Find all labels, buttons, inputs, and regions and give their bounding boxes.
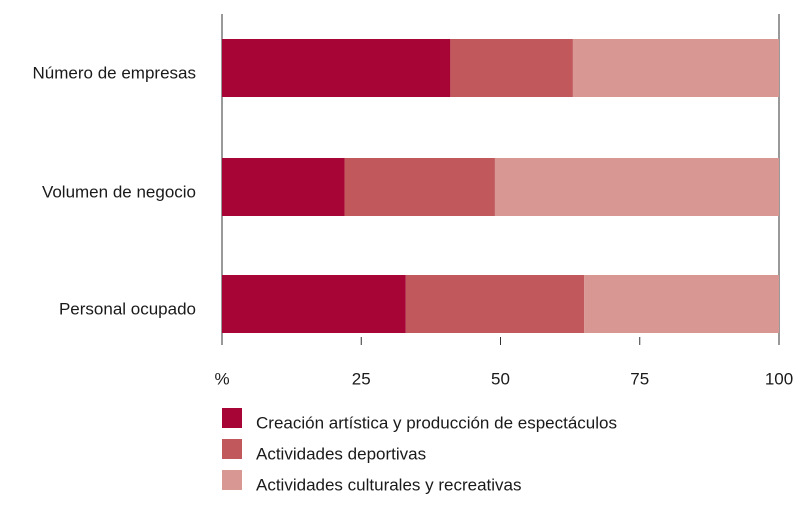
x-tick-label: 75 xyxy=(630,369,649,388)
bar-segment xyxy=(405,275,585,333)
category-label: Número de empresas xyxy=(33,63,196,82)
bar-segment xyxy=(494,158,779,216)
x-tick-label: 100 xyxy=(765,369,793,388)
bar-segment xyxy=(222,275,406,333)
bar-segment xyxy=(344,158,495,216)
category-label: Volumen de negocio xyxy=(42,182,196,201)
x-tick-label: 50 xyxy=(491,369,510,388)
bar-segment xyxy=(222,39,451,97)
category-label: Personal ocupado xyxy=(59,299,196,318)
legend-swatch xyxy=(222,470,242,490)
bar-segment xyxy=(572,39,779,97)
legend-label: Creación artística y producción de espec… xyxy=(256,413,617,432)
bar-segment xyxy=(450,39,573,97)
x-tick-label: % xyxy=(214,369,229,388)
legend-label: Actividades culturales y recreativas xyxy=(256,475,522,494)
x-tick-label: 25 xyxy=(352,369,371,388)
legend-label: Actividades deportivas xyxy=(256,444,426,463)
legend-swatch xyxy=(222,439,242,459)
legend-swatch xyxy=(222,408,242,428)
bar-segment xyxy=(222,158,345,216)
bar-segment xyxy=(584,275,779,333)
